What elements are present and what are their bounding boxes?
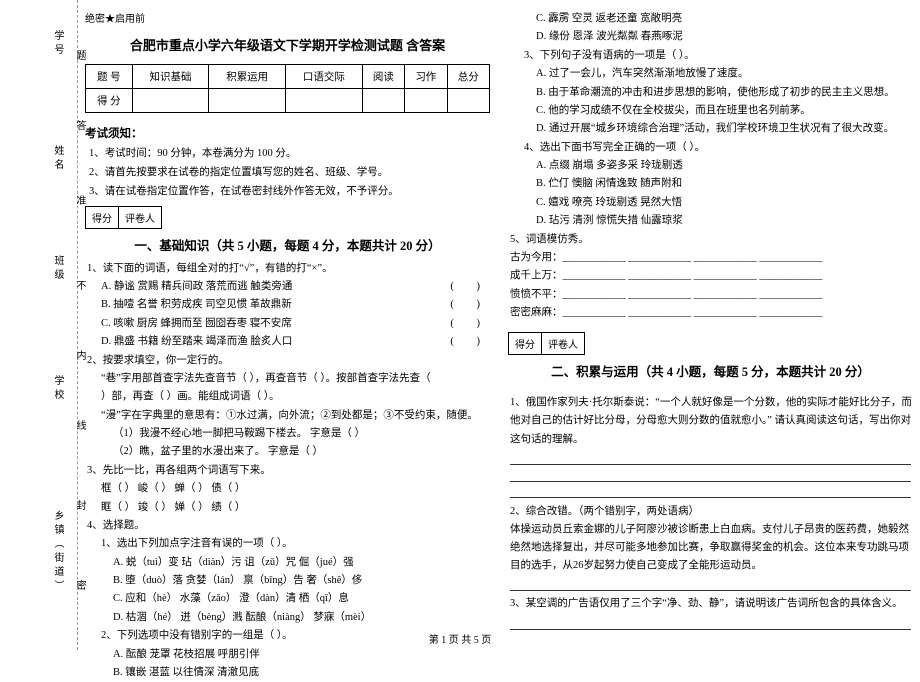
option: C. 咳嗽 厨房 蜂拥而至 囫囵吞枣 寝不安席( ) — [101, 315, 490, 333]
option: C. 嬉戏 嘹亮 玲珑剔透 晃然大悟 — [536, 194, 913, 212]
option: D. 缘份 恩泽 波光粼粼 春燕啄泥 — [536, 28, 913, 46]
option: D. 玷污 清洌 惊慌失措 仙露琼浆 — [536, 212, 913, 230]
score-header: 积累运用 — [209, 65, 286, 89]
page-content: 绝密★启用前 合肥市重点小学六年级语文下学期开学检测试题 含答案 题 号 知识基… — [85, 10, 915, 630]
answer-line — [510, 618, 911, 630]
exam-title: 合肥市重点小学六年级语文下学期开学检测试题 含答案 — [85, 35, 490, 54]
score-header: 题 号 — [86, 65, 133, 89]
question-stem: 4、选择题。 — [87, 517, 490, 535]
score-header: 知识基础 — [132, 65, 209, 89]
score-cell — [447, 89, 489, 113]
option: A. 蜕（tuì）变 玷（diàn）污 诅（zǔ）咒 倔（jué）强 — [113, 554, 490, 572]
sub-question: 4、选出下面书写完全正确的一项（ ）。 — [524, 139, 913, 157]
binding-field: 学号 — [50, 30, 65, 58]
binding-field: 乡镇（街道） — [50, 510, 65, 594]
answer-line — [510, 578, 911, 590]
score-row-label: 得 分 — [86, 89, 133, 113]
right-column: C. 霹雳 空灵 返老还童 宽敞明亮 D. 缘份 恩泽 波光粼粼 春燕啄泥 3、… — [508, 10, 913, 630]
question-stem: 3、某空调的广告语仅用了三个字“净、劲、静”，请说明该广告词所包含的具体含义。 — [510, 595, 913, 613]
question-stem: 2、按要求填空，你一定行的。 — [87, 352, 490, 370]
section-title: 二、积累与运用（共 4 小题，每题 5 分，本题共计 20 分） — [508, 361, 913, 380]
binding-margin: 学号 姓名 班级 学校 乡镇（街道） 题 答 准 不 内 线 封 密 — [0, 0, 78, 650]
question-line: ）部，再查（ ）画。能组成词语（ ）。 — [101, 388, 490, 406]
option: D. 通过开展“城乡环境综合治理”活动，我们学校环境卫生状况有了很大改变。 — [536, 120, 913, 138]
marker-box: 得分 评卷人 — [508, 332, 913, 355]
option: B. 抽噎 名誉 积劳成疾 司空见惯 革故鼎新( ) — [101, 296, 490, 314]
marker-cell: 得分 — [508, 332, 542, 355]
section-title: 一、基础知识（共 5 小题，每题 4 分，本题共计 20 分） — [85, 235, 490, 254]
question-stem: 3、先比一比，再各组两个词语写下来。 — [87, 462, 490, 480]
question-line: 成千上万：____________ ____________ _________… — [510, 267, 913, 285]
notice-item: 2、请首先按要求在试卷的指定位置填写您的姓名、班级、学号。 — [89, 164, 490, 183]
secret-label: 绝密★启用前 — [85, 10, 490, 25]
binding-field: 学校 — [50, 375, 65, 403]
option: D. 鼎盛 书籍 纷至踏来 竭泽而渔 脍炙人口( ) — [101, 333, 490, 351]
question-stem: 5、词语模仿秀。 — [510, 231, 913, 249]
score-cell — [362, 89, 404, 113]
question-stem: 2、综合改错。（两个错别字，两处语病） — [510, 503, 913, 521]
option: D. 枯涸（hé） 迸（bèng）溅 酝酿（niàng） 梦寐（mèi） — [113, 609, 490, 627]
question-line: 密密麻麻：____________ ____________ _________… — [510, 304, 913, 322]
question-line: 眶（ ） 竣（ ） 婵（ ） 绩（ ） — [101, 499, 490, 517]
option: B. 伫仃 懊脑 闲情逸致 随声附和 — [536, 175, 913, 193]
question-line: 框（ ） 峻（ ） 蝉（ ） 债（ ） — [101, 480, 490, 498]
answer-line — [510, 469, 911, 481]
marker-cell: 评卷人 — [541, 332, 585, 355]
question-body: 体操运动员丘索金娜的儿子阿廖沙被诊断患上白血病。支付儿子昂贵的医药费，她毅然绝然… — [510, 521, 913, 575]
marker-box: 得分 评卷人 — [85, 206, 490, 229]
option: A. 酝酿 茏罩 花枝招展 呼朋引伴 — [113, 646, 490, 664]
score-cell — [209, 89, 286, 113]
left-column: 绝密★启用前 合肥市重点小学六年级语文下学期开学检测试题 含答案 题 号 知识基… — [85, 10, 490, 630]
option: C. 霹雳 空灵 返老还童 宽敞明亮 — [536, 10, 913, 28]
page-footer: 第 1 页 共 5 页 — [0, 631, 920, 646]
binding-field: 姓名 — [50, 145, 65, 173]
question-stem: 1、读下面的词语，每组全对的打“√”，有错的打“×”。 — [87, 260, 490, 278]
sub-question: 3、下列句子没有语病的一项是（ ）。 — [524, 47, 913, 65]
score-header: 总分 — [447, 65, 489, 89]
score-cell — [405, 89, 447, 113]
option: C. 他的学习成绩不仅在全校拔尖，而且在班里也名列前茅。 — [536, 102, 913, 120]
marker-cell: 得分 — [85, 206, 119, 229]
score-table: 题 号 知识基础 积累运用 口语交际 阅读 习作 总分 得 分 — [85, 64, 490, 113]
notices-title: 考试须知： — [85, 125, 490, 141]
option: A. 点缀 崩塌 多姿多采 玲珑剔透 — [536, 157, 913, 175]
option: C. 应和（hè） 水藻（zǎo） 澄（dàn）清 栖（qī）息 — [113, 590, 490, 608]
sub-question: 1、选出下列加点字注音有误的一项（ ）。 — [101, 535, 490, 553]
question-stem: 1、俄国作家列夫·托尔斯泰说：“一个人就好像是一个分数，他的实际才能好比分子，而… — [510, 394, 913, 449]
score-cell — [132, 89, 209, 113]
answer-line — [510, 486, 911, 498]
marker-cell: 评卷人 — [118, 206, 162, 229]
question-line: 古为今用：____________ ____________ _________… — [510, 249, 913, 267]
question-line: “巷”字用部首查字法先查音节（ ），再查音节（ ）。按部首查字法先查（ — [101, 370, 490, 388]
option: B. 堕（duò）落 贪婪（lán） 禀（bǐng）告 奢（shē）侈 — [113, 572, 490, 590]
option: B. 镶嵌 湛蓝 以往情深 清澈见底 — [113, 664, 490, 682]
binding-field: 班级 — [50, 255, 65, 283]
question-line: 愤愤不平：____________ ____________ _________… — [510, 286, 913, 304]
option: A. 静谧 赏赐 精兵间政 落荒而逃 触类旁通( ) — [101, 278, 490, 296]
score-header: 口语交际 — [286, 65, 363, 89]
question-line: （2）瞧，盆子里的水漫出来了。 字意是（ ） — [113, 443, 490, 461]
score-header: 习作 — [405, 65, 447, 89]
notice-item: 3、请在试卷指定位置作答，在试卷密封线外作答无效，不予评分。 — [89, 183, 490, 202]
option: B. 由于革命潮流的冲击和进步思想的影响，使他形成了初步的民主主义思想。 — [536, 84, 913, 102]
score-cell — [286, 89, 363, 113]
option: A. 过了一会儿，汽车突然渐渐地放慢了速度。 — [536, 65, 913, 83]
question-line: “漫”字在字典里的意思有：①水过满，向外流；②到处都是；③不受约束，随便。 — [101, 407, 490, 425]
score-header: 阅读 — [362, 65, 404, 89]
answer-line — [510, 453, 911, 465]
question-line: （1）我漫不经心地一脚把马鞍踢下楼去。 字意是（ ） — [113, 425, 490, 443]
notice-item: 1、考试时间：90 分钟，本卷满分为 100 分。 — [89, 145, 490, 164]
